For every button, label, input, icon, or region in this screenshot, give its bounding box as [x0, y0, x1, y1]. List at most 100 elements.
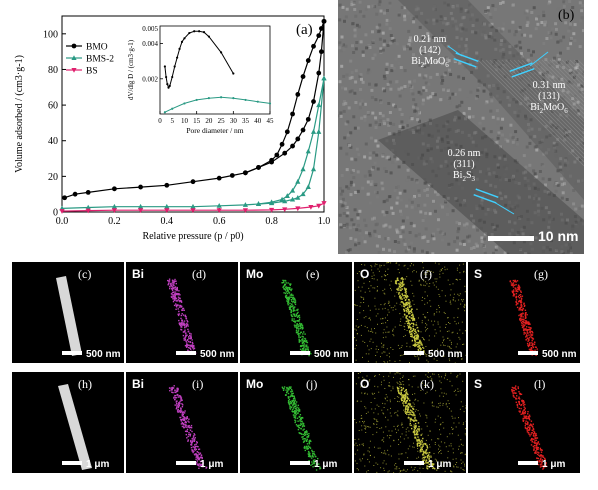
tem-dark-crystal-band	[398, 0, 584, 200]
scale-bar-label: 500 nm	[200, 349, 235, 360]
chart-panel-label: (a)	[296, 22, 313, 38]
inset-data-point	[195, 98, 198, 102]
mapping-image	[511, 385, 548, 470]
data-point	[321, 201, 327, 206]
panel-label: (l)	[534, 377, 546, 391]
inset-data-point	[163, 65, 166, 68]
panel-label: (f)	[420, 267, 432, 281]
x-tick-label: 1.0	[318, 216, 331, 227]
data-point	[216, 208, 222, 214]
inset-data-point	[173, 65, 176, 68]
scale-bar-label: 500 nm	[542, 349, 577, 360]
data-point	[305, 58, 311, 63]
scale-bar	[518, 351, 538, 355]
inset-data-point	[167, 86, 170, 89]
fringe-arrow	[493, 201, 515, 215]
scale-bar	[290, 461, 310, 465]
tem-annotation-1-hkl: (142)	[419, 45, 441, 56]
data-point	[279, 196, 285, 202]
element-label: Mo	[246, 377, 264, 391]
panel-label: (c)	[78, 267, 92, 281]
tem-fringe-markers	[447, 45, 549, 215]
inset-data-point	[202, 31, 206, 34]
data-point	[300, 191, 306, 197]
element-label: S	[474, 377, 483, 391]
panel-label: (e)	[306, 267, 320, 281]
mapping-tile: Bi (i) 1 μm	[126, 372, 238, 473]
y-tick-label: 20	[48, 172, 58, 183]
y-tick-label: 60	[48, 101, 58, 112]
data-point	[310, 129, 317, 134]
x-tick-label: 0.8	[265, 216, 278, 227]
tem-annotation-1-d: 0.21 nm	[413, 34, 447, 45]
data-point	[289, 187, 296, 193]
inset-x-tick-label: 30	[230, 117, 238, 125]
data-point	[256, 165, 261, 170]
tem-annotation-2-d: 0.31 nm	[532, 80, 566, 91]
scale-bar	[176, 351, 196, 355]
mapping-image	[168, 385, 208, 469]
element-label: O	[360, 377, 370, 391]
data-point	[138, 208, 144, 214]
mapping-image	[354, 262, 466, 363]
data-point	[269, 199, 275, 205]
inset-y-tick-label: 0.004	[142, 40, 158, 48]
inset-series-line	[164, 96, 271, 113]
data-point	[300, 74, 306, 79]
data-point	[255, 201, 262, 206]
inset-x-tick-label: 40	[254, 117, 262, 125]
data-point	[279, 141, 285, 147]
tem-scale-bar-label: 10 nm	[538, 228, 579, 244]
data-point	[295, 178, 301, 184]
legend-marker	[71, 43, 77, 49]
data-point	[316, 70, 322, 76]
scale-bar	[62, 461, 82, 465]
mapping-tile: (h) 1 μm	[12, 372, 124, 473]
inset-data-point	[244, 98, 247, 102]
inset-data-point	[268, 102, 272, 105]
element-label: Mo	[246, 267, 264, 281]
scale-bar-label: 1 μm	[200, 459, 224, 470]
legend-marker	[71, 68, 77, 73]
panel-label: (h)	[78, 377, 92, 391]
data-point	[111, 203, 117, 209]
y-tick-label: 0	[53, 208, 58, 219]
mapping-tile: O (f) 500 nm	[354, 262, 466, 363]
data-point	[295, 92, 301, 97]
inset-series-bmo	[163, 30, 235, 89]
legend-label: BMO	[86, 43, 108, 53]
data-point	[316, 33, 322, 38]
inset-series-bms-2	[163, 96, 272, 114]
data-point	[305, 116, 311, 122]
scale-bar	[404, 461, 424, 465]
scale-bar	[290, 351, 310, 355]
y-tick-label: 100	[43, 29, 58, 40]
data-point	[282, 198, 288, 204]
data-point	[216, 202, 222, 208]
inset-x-tick-label: 20	[205, 117, 213, 125]
scale-bar-label: 500 nm	[86, 349, 121, 360]
fringe-marker	[509, 62, 535, 78]
data-point	[310, 166, 317, 172]
inset-data-point	[198, 30, 201, 33]
tem-annotation-3-hkl: (311)	[453, 159, 475, 170]
mapping-tile: S (l) 1 μm	[468, 372, 580, 473]
tem-annotation-2-phase: Bi2MoO6	[530, 102, 568, 115]
data-point	[269, 157, 274, 163]
element-label: O	[360, 267, 370, 281]
panel-label: (g)	[534, 267, 548, 281]
data-point	[311, 43, 316, 49]
tem-annotation-3-phase: Bi2S3	[452, 170, 475, 183]
data-point	[269, 207, 275, 213]
element-label: Bi	[132, 267, 144, 281]
data-point	[290, 111, 295, 117]
tem-image-panel: 0.21 nm (142) Bi2MoO6 0.31 nm (131) Bi2M…	[338, 0, 584, 254]
inset-y-tick-label-top: 0.005	[142, 25, 158, 33]
tem-annotation-2-hkl: (131)	[538, 91, 560, 102]
series-line	[61, 202, 325, 212]
mapping-image	[167, 278, 197, 355]
data-point	[59, 209, 65, 214]
panel-label: (d)	[192, 267, 206, 281]
inset-x-axis-label: Pore diameter / nm	[186, 126, 243, 135]
